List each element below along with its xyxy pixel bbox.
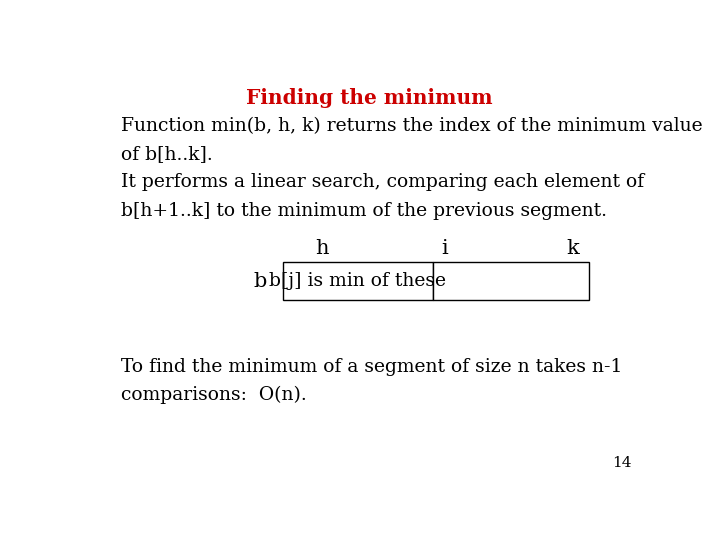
Text: comparisons:  O(n).: comparisons: O(n). xyxy=(121,386,307,404)
Text: i: i xyxy=(441,239,448,258)
Text: h: h xyxy=(315,239,328,258)
Text: To find the minimum of a segment of size n takes n-1: To find the minimum of a segment of size… xyxy=(121,358,622,376)
Text: It performs a linear search, comparing each element of: It performs a linear search, comparing e… xyxy=(121,173,644,191)
Text: b[j] is min of these: b[j] is min of these xyxy=(269,272,446,290)
Text: k: k xyxy=(567,239,579,258)
Bar xyxy=(433,262,590,300)
Text: b[h+1..k] to the minimum of the previous segment.: b[h+1..k] to the minimum of the previous… xyxy=(121,201,607,220)
Text: Finding the minimum: Finding the minimum xyxy=(246,87,492,107)
Text: Function min(b, h, k) returns the index of the minimum value: Function min(b, h, k) returns the index … xyxy=(121,117,702,135)
Bar xyxy=(282,262,433,300)
Text: b: b xyxy=(253,272,267,291)
Text: 14: 14 xyxy=(612,456,631,470)
Text: of b[h..k].: of b[h..k]. xyxy=(121,145,212,163)
